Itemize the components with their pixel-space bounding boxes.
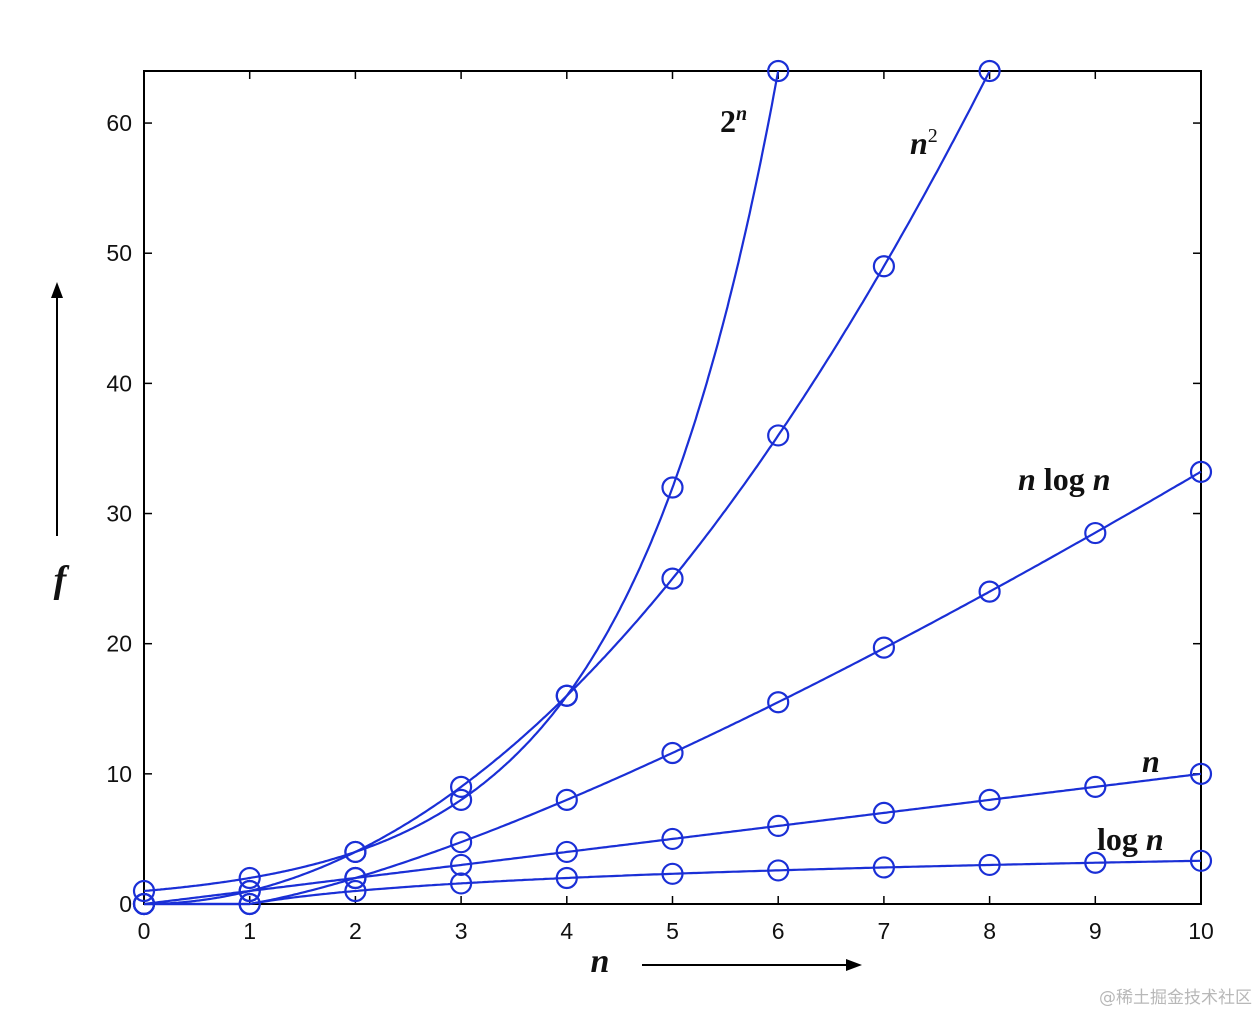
point-n — [555, 840, 578, 864]
point-n-log-n — [450, 831, 473, 854]
x-axis-title: n — [591, 943, 610, 980]
point-n — [872, 801, 896, 824]
series-label-2n: 2n — [720, 103, 747, 139]
point-log-n — [344, 879, 367, 903]
series-label-var: n — [1018, 461, 1036, 497]
series-label-n2: n2 — [910, 125, 938, 161]
point-n-log-n — [238, 892, 261, 916]
series-label-var: n — [1142, 743, 1160, 779]
series-label-var: n — [736, 103, 747, 125]
point-log-n — [1084, 851, 1107, 874]
point-n — [767, 814, 790, 838]
series-line-n2 — [144, 70, 991, 906]
point-log-n — [1189, 849, 1213, 872]
y-tick-label: 50 — [106, 240, 132, 266]
point-2n — [132, 879, 156, 903]
point-log-n — [450, 872, 473, 895]
point-2n — [767, 59, 790, 83]
x-tick-label: 5 — [666, 918, 679, 944]
y-axis-title: f — [54, 559, 70, 601]
x-tick-label: 4 — [560, 918, 573, 944]
x-axis: 0 1 2 3 4 5 6 7 8 9 10 — [138, 71, 1214, 944]
x-tick-label: 0 — [138, 918, 151, 944]
y-tick-label: 0 — [119, 891, 132, 917]
series-line-2n — [143, 70, 780, 893]
point-n2 — [450, 775, 473, 798]
point-n-log-n — [872, 636, 896, 659]
point-n — [661, 827, 684, 851]
series-line-log-n — [144, 859, 1201, 906]
point-n-log-n — [978, 580, 1001, 603]
y-tick-label: 10 — [106, 761, 132, 787]
x-axis-arrowhead — [846, 959, 862, 971]
series-label-part: 2 — [928, 125, 938, 147]
x-tick-label: 10 — [1188, 918, 1214, 944]
series-label-part: log — [1036, 461, 1093, 497]
series-label-log-n: log n — [1097, 821, 1164, 857]
x-tick-label: 9 — [1089, 918, 1102, 944]
point-n2 — [661, 567, 684, 590]
y-tick-label: 30 — [106, 501, 132, 527]
x-tick-label: 8 — [983, 918, 996, 944]
point-log-n — [978, 853, 1001, 877]
point-n-log-n — [1084, 521, 1107, 545]
point-n2 — [872, 255, 896, 278]
series-label-var: n — [910, 125, 928, 161]
series-label-part: log — [1097, 821, 1146, 857]
series-lines — [143, 70, 1202, 906]
point-n — [978, 788, 1001, 811]
point-n2 — [978, 59, 1001, 83]
x-tick-label: 3 — [455, 918, 468, 944]
point-log-n — [872, 856, 896, 879]
y-axis-arrowhead — [51, 282, 63, 298]
point-log-n — [555, 866, 578, 890]
series-line-n-log-n — [144, 470, 1202, 906]
point-n — [1189, 762, 1213, 785]
y-tick-label: 20 — [106, 631, 132, 657]
series-markers — [132, 59, 1213, 916]
point-n — [1084, 775, 1107, 798]
point-2n — [450, 788, 473, 811]
series-label-part: 2 — [720, 103, 736, 139]
y-tick-label: 40 — [106, 370, 132, 396]
watermark: @稀土掘金技术社区 — [1099, 988, 1252, 1008]
point-n-log-n — [767, 691, 790, 714]
y-axis: 0 10 20 30 40 50 60 — [106, 110, 1201, 917]
series-label-n: n — [1142, 743, 1160, 779]
point-log-n — [767, 859, 790, 882]
point-n — [450, 853, 473, 877]
point-2n — [555, 684, 578, 707]
series-label-var: n — [1146, 821, 1164, 857]
point-n-log-n — [1189, 460, 1213, 483]
series-label-n-log-n: n log n — [1018, 461, 1110, 497]
x-tick-label: 1 — [243, 918, 256, 944]
series-label-var: n — [1093, 461, 1111, 497]
point-n2 — [767, 424, 790, 447]
point-2n — [238, 866, 261, 890]
point-n-log-n — [555, 788, 578, 811]
series-line-n — [143, 772, 1202, 906]
point-n2 — [238, 879, 261, 903]
point-log-n — [661, 862, 684, 885]
x-tick-label: 2 — [349, 918, 362, 944]
x-tick-label: 6 — [772, 918, 785, 944]
point-2n — [661, 476, 684, 499]
x-tick-label: 7 — [878, 918, 891, 944]
point-n2 — [132, 892, 156, 916]
y-tick-label: 60 — [106, 110, 132, 136]
point-n-log-n — [661, 741, 684, 765]
point-2n — [344, 840, 367, 864]
point-n-log-n — [344, 866, 367, 890]
